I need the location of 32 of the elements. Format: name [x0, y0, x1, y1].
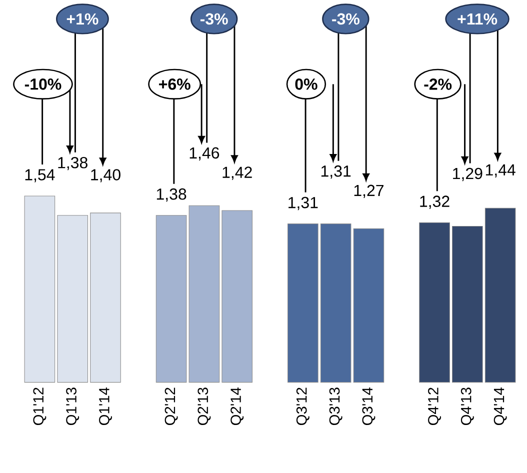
x-tick-label: Q4'13 — [460, 388, 474, 426]
x-tick-label: Q3'14 — [362, 387, 376, 426]
x-tick-label: Q1'13 — [66, 388, 80, 426]
x-tick-label: Q2'12 — [164, 388, 178, 426]
data-label: 1,27 — [354, 184, 384, 198]
text: +6% — [159, 78, 190, 90]
text: +1% — [66, 13, 98, 25]
data-label: 1,42 — [222, 166, 252, 180]
text: -2% — [424, 78, 452, 90]
x-tick-label: Q4'12 — [428, 388, 442, 426]
text: +11% — [458, 13, 498, 25]
data-label: 1,54 — [25, 169, 55, 182]
text: -3% — [332, 13, 360, 25]
x-tick-label: Q4'14 — [494, 387, 507, 426]
data-label: 1,38 — [58, 156, 88, 170]
x-tick-label: Q3'12 — [296, 388, 310, 426]
x-tick-label: Q3'13 — [329, 388, 342, 426]
data-label: 1,29 — [453, 168, 482, 182]
text: -10% — [24, 78, 62, 90]
x-tick-label: Q1'12 — [33, 388, 46, 426]
x-tick-label: Q1'14 — [99, 387, 112, 426]
data-label: 1,46 — [190, 147, 220, 160]
data-label: 1,38 — [156, 188, 186, 202]
data-label: 1,40 — [91, 169, 120, 182]
text: 0% — [295, 78, 318, 90]
data-label: 1,31 — [321, 165, 351, 179]
data-label: 1,32 — [420, 196, 450, 209]
text: -3% — [200, 13, 228, 25]
data-label: 1,44 — [486, 164, 516, 178]
data-label: 1,31 — [288, 196, 318, 210]
x-tick-label: Q2'14 — [230, 387, 244, 426]
x-tick-label: Q2'13 — [198, 388, 211, 426]
